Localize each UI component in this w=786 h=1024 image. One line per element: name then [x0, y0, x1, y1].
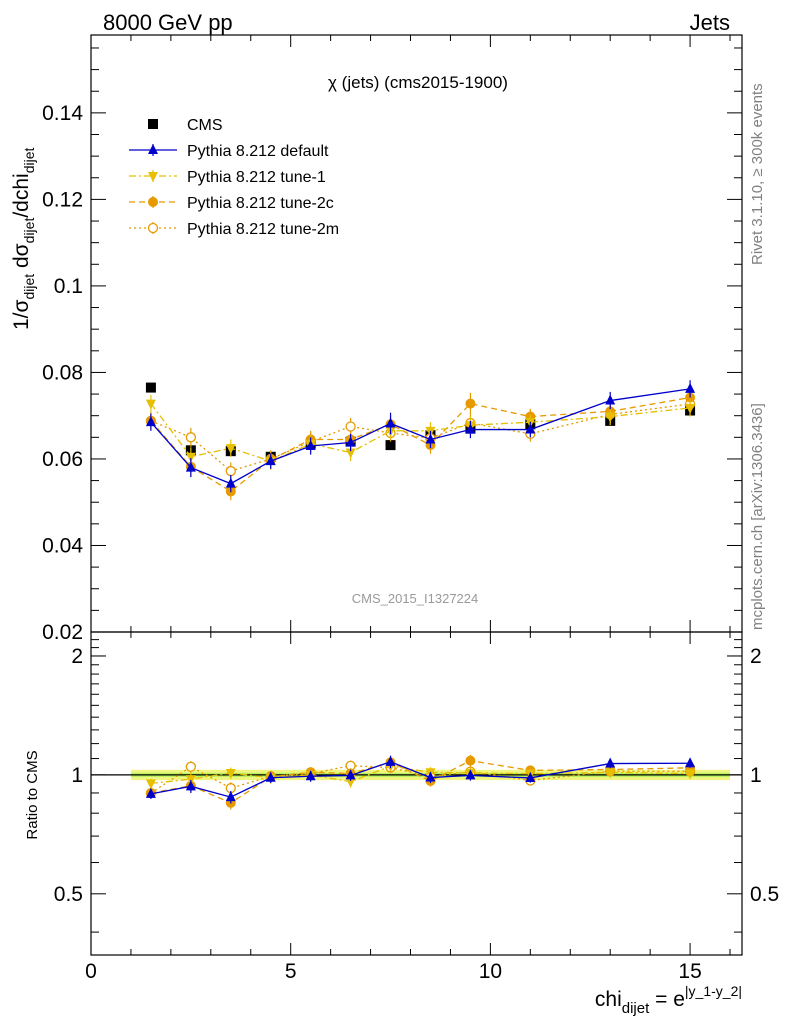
legend-label: Pythia 8.212 tune-1	[187, 169, 326, 186]
data-point	[145, 416, 156, 427]
data-point	[345, 421, 356, 432]
data-point	[185, 432, 196, 443]
ratio-point	[345, 777, 356, 788]
header-right: Jets	[690, 10, 730, 35]
data-point	[465, 423, 476, 434]
data-point	[225, 477, 236, 488]
ratio-point	[185, 780, 196, 791]
series-1	[145, 380, 696, 804]
ratio-point	[465, 755, 476, 766]
y-tick-label: 0.08	[42, 361, 83, 384]
data-point	[265, 455, 276, 466]
data-point	[225, 444, 236, 455]
ratio-point	[345, 769, 356, 780]
ratio-point	[685, 769, 696, 780]
series-0	[145, 382, 696, 462]
chart-title: χ (jets) (cms2015-1900)	[328, 73, 508, 92]
series-line	[150, 396, 691, 493]
series-line	[150, 403, 691, 472]
ratio-series-line	[150, 761, 691, 798]
ratio-point	[145, 779, 156, 790]
data-point	[225, 465, 236, 477]
ratio-tick-label-left: 1	[71, 764, 83, 787]
legend-label: Pythia 8.212 tune-2m	[187, 221, 339, 238]
legend-entry-0: CMS	[148, 117, 223, 134]
ratio-point	[425, 771, 436, 782]
data-point	[345, 436, 356, 447]
legend-label: CMS	[187, 117, 223, 134]
ratio-point	[605, 757, 616, 768]
data-point	[465, 398, 476, 409]
ratio-point	[185, 761, 196, 772]
legend: CMS Pythia 8.212 default Pythia 8.212 tune…	[129, 117, 339, 238]
ratio-tick-label-right: 2	[750, 645, 762, 668]
data-point	[185, 452, 196, 463]
ratio-point	[525, 771, 536, 782]
ratio-point	[225, 768, 236, 779]
rivet-version-label: Rivet 3.1.10, ≥ 300k events	[749, 83, 766, 265]
ratio-point	[685, 757, 696, 768]
data-point	[145, 399, 156, 410]
data-point	[685, 382, 696, 393]
legend-marker	[148, 197, 158, 207]
data-point	[525, 423, 536, 434]
tick-labels: 0 5 10 15 0.02 0.04 0.06 0.08 0.1 0.12 0.14 0.5 0.5 1…	[42, 102, 779, 983]
data-point	[605, 412, 616, 423]
legend-label: Pythia 8.212 default	[187, 143, 329, 160]
x-axis-label: chidijet = e|y_1-y_2|	[595, 983, 742, 1017]
legend-marker	[148, 144, 158, 154]
data-point	[185, 461, 196, 472]
mcplots-label: mcplots.cern.ch [arXiv:1306.3436]	[749, 403, 766, 630]
ratio-y-axis-label: Ratio to CMS	[24, 750, 41, 839]
ratio-plot-frame	[90, 631, 743, 956]
data-point	[345, 448, 356, 459]
legend-marker	[147, 222, 159, 234]
legend-entry-1: Pythia 8.212 default	[129, 143, 329, 160]
series-line	[150, 388, 691, 485]
y-tick-label: 0.02	[42, 621, 83, 644]
header-left: 8000 GeV pp	[103, 10, 233, 35]
y-tick-label: 0.04	[42, 534, 83, 557]
y-tick-label: 0.1	[54, 275, 83, 298]
legend-entry-3: Pythia 8.212 tune-2c	[129, 195, 334, 212]
data-point	[145, 382, 156, 393]
ratio-tick-label-left: 0.5	[54, 883, 83, 906]
analysis-label: CMS_2015_I1327224	[352, 591, 479, 606]
data-point	[385, 440, 396, 451]
y-axis-label: 1/σdijet dσdijet/dchidijet	[10, 148, 37, 330]
ratio-point	[225, 791, 236, 802]
legend-entry-2: Pythia 8.212 tune-1	[129, 169, 326, 186]
data-series	[145, 380, 696, 810]
y-tick-label: 0.06	[42, 448, 83, 471]
data-point	[305, 439, 316, 450]
ratio-tick-label-right: 1	[750, 764, 762, 787]
data-point	[385, 417, 396, 428]
x-tick-label: 5	[285, 960, 297, 983]
ratio-tick-label-right: 0.5	[750, 883, 779, 906]
ratio-point	[305, 770, 316, 781]
ratio-point	[465, 769, 476, 780]
ratio-tick-label-left: 2	[71, 645, 83, 668]
y-tick-label: 0.14	[42, 102, 83, 125]
x-tick-label: 15	[678, 960, 701, 983]
legend-marker	[148, 119, 158, 129]
legend-label: Pythia 8.212 tune-2c	[187, 195, 334, 212]
ratio-point	[385, 755, 396, 766]
legend-entry-4: Pythia 8.212 tune-2m	[129, 221, 339, 238]
x-tick-label: 0	[85, 960, 97, 983]
legend-marker	[148, 172, 158, 182]
x-tick-label: 10	[479, 960, 502, 983]
data-point	[685, 403, 696, 414]
plot-frames	[90, 34, 743, 956]
y-tick-label: 0.12	[42, 188, 83, 211]
ratio-point	[605, 768, 616, 779]
data-point	[425, 433, 436, 444]
data-point	[605, 394, 616, 405]
ratio-series-line	[150, 765, 691, 794]
ratio-point	[265, 771, 276, 782]
ratio-point	[145, 787, 156, 798]
series-line	[150, 403, 691, 462]
